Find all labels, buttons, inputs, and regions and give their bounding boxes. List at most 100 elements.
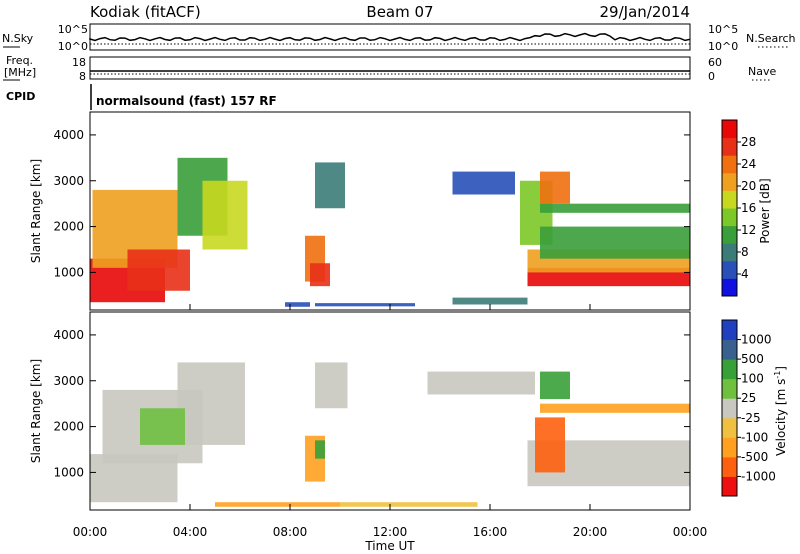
colorbar-frame xyxy=(721,319,738,497)
velocity-echo-region xyxy=(540,371,570,400)
colorbar-swatch xyxy=(722,208,737,227)
velocity-ylabel: Slant Range [km] xyxy=(29,359,43,463)
power-echo-region xyxy=(527,267,690,287)
ytick-label: 2000 xyxy=(53,220,84,234)
colorbar-tick-label: -100 xyxy=(741,430,768,444)
velocity-data-layer xyxy=(90,362,690,507)
freq-panel xyxy=(89,56,691,80)
colorbar-tick-label: 12 xyxy=(741,223,756,237)
power-echo-region xyxy=(127,249,190,291)
freq-label: Freq. xyxy=(6,54,33,67)
colorbar-tick-label: 8 xyxy=(741,245,749,259)
colorbar-swatch xyxy=(722,398,737,419)
colorbar-swatch xyxy=(722,120,737,139)
colorbar-tick-label: 20 xyxy=(741,179,756,193)
velocity-echo-region xyxy=(340,502,478,507)
freq-trace xyxy=(90,70,690,75)
velocity-yticks: 1000 2000 3000 4000 xyxy=(53,328,690,479)
date-title: 29/Jan/2014 xyxy=(600,3,691,21)
power-echo-region xyxy=(452,297,528,305)
velocity-colorbar: -1000 -500 -100 -25 25 100 500 1000 xyxy=(721,319,776,497)
power-echo-region xyxy=(315,162,345,209)
nsky-tick-hi: 10^5 xyxy=(58,23,88,36)
power-echo-region xyxy=(202,180,248,250)
colorbar-tick-label: 100 xyxy=(741,372,764,386)
colorbar-tick-label: 25 xyxy=(741,391,756,405)
power-data-layer xyxy=(90,157,690,307)
colorbar-swatch xyxy=(722,260,737,279)
ytick-label: 4000 xyxy=(53,128,84,142)
power-echo-region xyxy=(540,226,690,259)
colorbar-swatch xyxy=(722,339,737,360)
nsearch-tick-hi: 10^5 xyxy=(708,23,738,36)
colorbar-swatch xyxy=(722,456,737,477)
ytick-label: 1000 xyxy=(53,265,84,279)
colorbar-tick-label: -1000 xyxy=(741,469,776,483)
colorbar-swatch xyxy=(722,155,737,174)
colorbar-tick-label: 1000 xyxy=(741,333,772,347)
velocity-echo-region xyxy=(177,362,245,445)
colorbar-swatch xyxy=(722,320,737,341)
velocity-echo-region xyxy=(215,502,340,507)
velocity-echo-region xyxy=(427,371,535,395)
xtick-label: 00:00 xyxy=(673,525,708,539)
power-echo-region xyxy=(285,302,310,307)
velocity-echo-region xyxy=(315,362,348,409)
power-echo-region xyxy=(452,171,515,195)
nave-tick-hi: 60 xyxy=(708,56,722,69)
colorbar-swatch xyxy=(722,417,737,438)
nsky-trace xyxy=(89,32,691,45)
xtick-label: 16:00 xyxy=(473,525,508,539)
velocity-echo-region xyxy=(535,417,565,473)
nave-label: Nave xyxy=(748,65,776,78)
nsearch-tick-lo: 10^0 xyxy=(708,40,738,53)
colorbar-swatch xyxy=(722,278,737,297)
time-axis-label: Time UT xyxy=(364,539,415,553)
velocity-echo-region xyxy=(315,440,325,459)
colorbar-swatch xyxy=(722,359,737,380)
nsky-line xyxy=(89,32,691,42)
colorbar-tick-label: -25 xyxy=(741,411,761,425)
colorbar-swatch xyxy=(722,437,737,458)
xtick-label: 20:00 xyxy=(573,525,608,539)
freq-tick-lo: 8 xyxy=(79,70,86,83)
nsky-tick-lo: 10^0 xyxy=(58,40,88,53)
beam-title: Beam 07 xyxy=(366,3,433,21)
colorbar-tick-label: -500 xyxy=(741,450,768,464)
xtick-label: 00:00 xyxy=(73,525,108,539)
colorbar-tick-label: 24 xyxy=(741,157,756,171)
power-colorbar-label: Power [dB] xyxy=(758,178,772,243)
xtick-label: 12:00 xyxy=(373,525,408,539)
velocity-colorbar-label: Velocity [m s-1] xyxy=(773,366,788,456)
nsky-label: N.Sky xyxy=(2,32,34,45)
power-echo-region xyxy=(315,303,415,307)
colorbar-swatch xyxy=(722,172,737,191)
velocity-echo-region xyxy=(140,408,185,445)
ytick-label: 2000 xyxy=(53,420,84,434)
station-title: Kodiak (fitACF) xyxy=(90,3,201,21)
cpid-text: normalsound (fast) 157 RF xyxy=(96,94,277,108)
power-yticks: 1000 2000 3000 4000 xyxy=(53,128,690,279)
power-colorbar: 4 8 12 16 20 24 28 xyxy=(721,119,756,297)
colorbar-tick-label: 16 xyxy=(741,201,756,215)
colorbar-swatch xyxy=(722,243,737,262)
colorbar-swatch xyxy=(722,476,737,497)
xtick-label: 04:00 xyxy=(173,525,208,539)
freq-unit: [MHz] xyxy=(4,66,36,79)
power-ylabel: Slant Range [km] xyxy=(29,159,43,263)
colorbar-swatch xyxy=(722,190,737,209)
velocity-echo-region xyxy=(540,403,690,413)
ytick-label: 3000 xyxy=(53,174,84,188)
time-axis: 00:00 04:00 08:00 12:00 16:00 20:00 00:00 xyxy=(73,304,708,539)
nsearch-label: N.Search xyxy=(746,32,796,45)
cpid-label: CPID xyxy=(6,90,35,103)
colorbar-tick-label: 28 xyxy=(741,135,756,149)
freq-tick-hi: 18 xyxy=(72,56,86,69)
colorbar-tick-label: 500 xyxy=(741,352,764,366)
ytick-label: 1000 xyxy=(53,465,84,479)
power-echo-region xyxy=(540,203,690,213)
colorbar-swatch xyxy=(722,378,737,399)
ytick-label: 4000 xyxy=(53,328,84,342)
power-echo-region xyxy=(540,171,570,204)
